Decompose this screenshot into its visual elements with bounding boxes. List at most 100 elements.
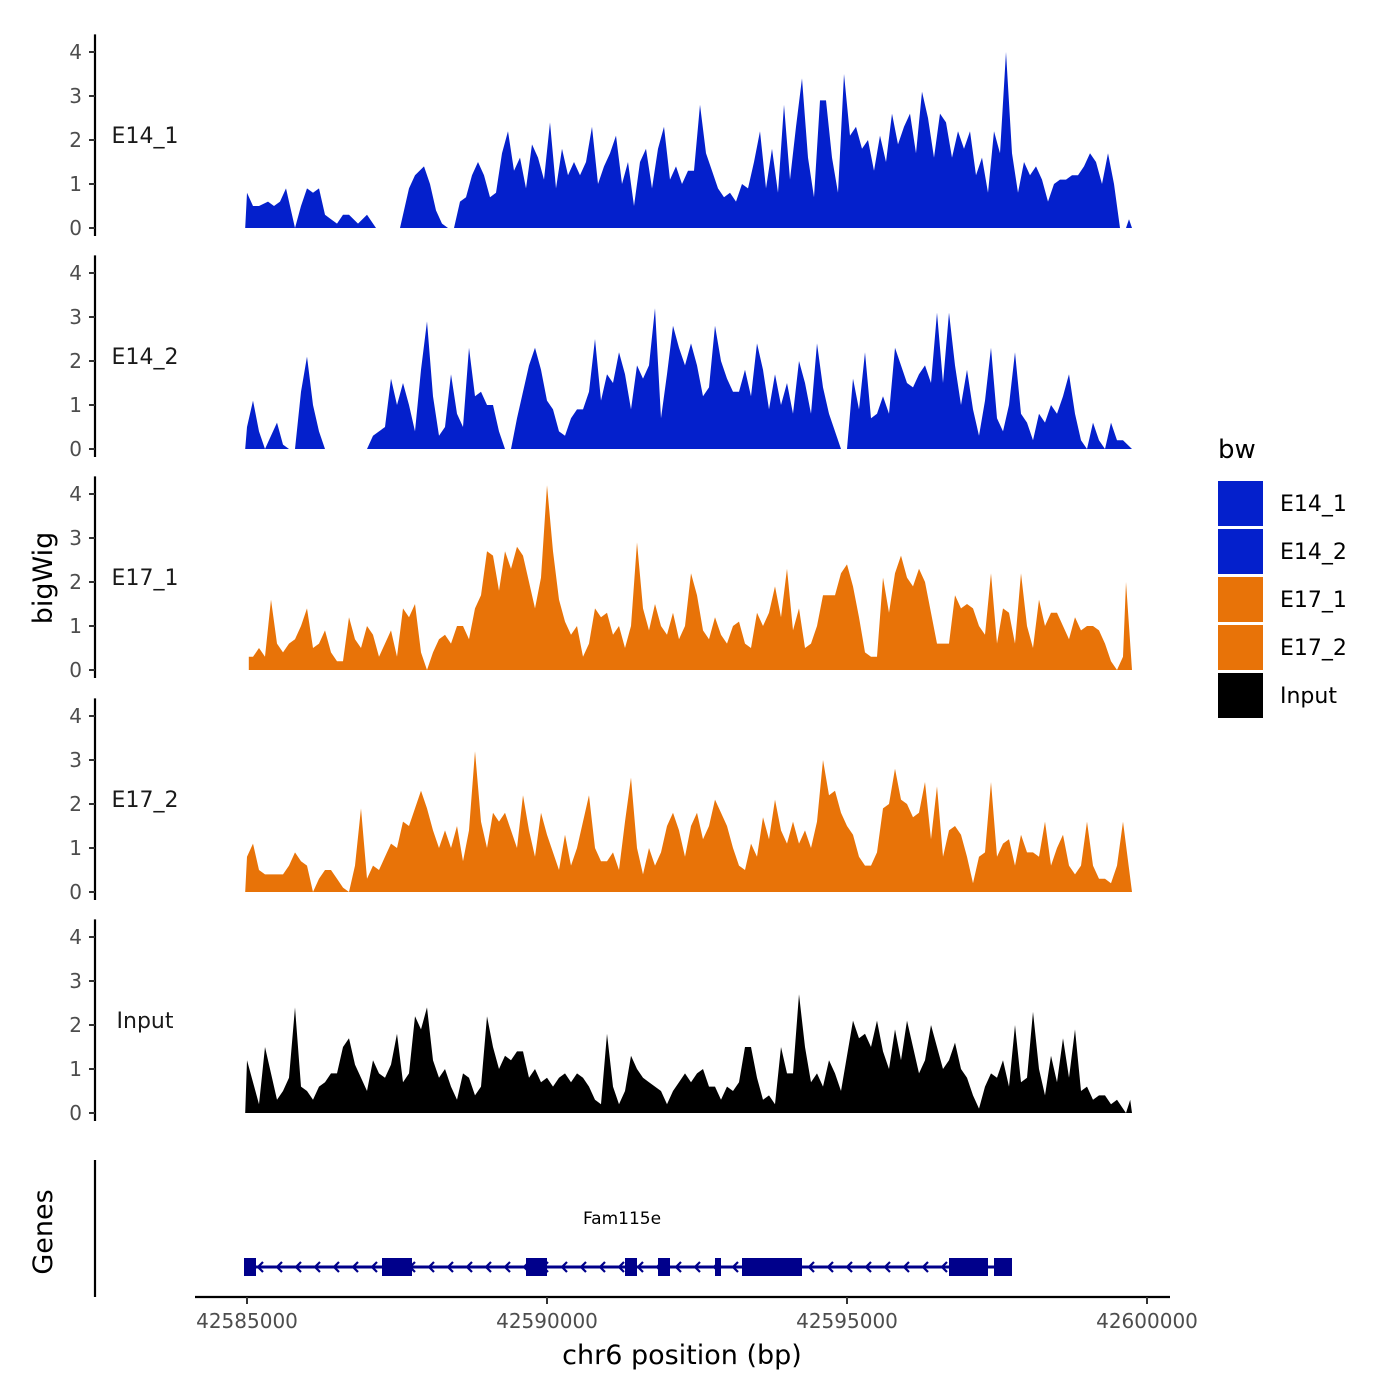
- legend-title: bw: [1218, 435, 1256, 465]
- y-tick-label: 2: [69, 570, 82, 594]
- track-E14_2: 0 1 2 3 4 E14_2: [69, 255, 1132, 461]
- track-E17_2: 0 1 2 3 4 E17_2: [69, 698, 1132, 904]
- gene-exon: [658, 1258, 670, 1276]
- strand-arrow: [294, 1261, 302, 1273]
- y-tick-label: 3: [69, 84, 82, 108]
- strand-arrow: [598, 1261, 606, 1273]
- y-tick-label: 4: [69, 482, 82, 506]
- gene-exon: [244, 1258, 256, 1276]
- legend-label: Input: [1280, 684, 1337, 709]
- strand-arrow: [256, 1261, 264, 1273]
- y-tick-label: 1: [69, 614, 82, 638]
- legend-swatch: [1218, 529, 1263, 574]
- y-tick-label: 3: [69, 305, 82, 329]
- legend-swatch: [1218, 577, 1263, 622]
- track-E17_1: 0 1 2 3 4 E17_1: [69, 476, 1133, 682]
- y-tick-label: 4: [69, 261, 82, 285]
- strand-arrow: [332, 1261, 340, 1273]
- y-axis-title: bigWig: [28, 532, 59, 625]
- legend-swatch: [1218, 673, 1263, 718]
- strand-arrow: [351, 1261, 359, 1273]
- strand-arrow: [807, 1261, 815, 1273]
- strand-arrow: [693, 1261, 701, 1273]
- gene-name-label: Fam115e: [583, 1209, 661, 1229]
- gene-exon: [715, 1258, 721, 1276]
- strand-arrow: [313, 1261, 321, 1273]
- y-tick-label: 0: [69, 880, 82, 904]
- y-tick-label: 2: [69, 1013, 82, 1037]
- coverage-area-E14_1: [245, 52, 1132, 228]
- strand-arrow: [275, 1261, 283, 1273]
- coverage-area-E17_1: [248, 485, 1133, 670]
- strand-arrow: [883, 1261, 891, 1273]
- y-tick-label: 1: [69, 172, 82, 196]
- y-tick-label: 0: [69, 1101, 82, 1125]
- coverage-area-E17_2: [245, 751, 1132, 892]
- gene-exon: [382, 1258, 412, 1276]
- strand-arrow: [579, 1261, 587, 1273]
- strand-arrow: [940, 1261, 948, 1273]
- y-tick-label: 3: [69, 748, 82, 772]
- strand-arrow: [503, 1261, 511, 1273]
- y-tick-label: 4: [69, 925, 82, 949]
- legend: bw E14_1 E14_2 E17_1 E17_2 Input: [1218, 435, 1347, 718]
- legend-swatch: [1218, 625, 1263, 670]
- gene-exon: [526, 1258, 547, 1276]
- y-tick-label: 2: [69, 792, 82, 816]
- strand-arrow: [446, 1261, 454, 1273]
- strand-arrow: [636, 1261, 644, 1273]
- coverage-area-E14_2: [245, 308, 1132, 449]
- gene-exon: [625, 1258, 637, 1276]
- track-label: E17_2: [112, 788, 179, 813]
- genes-track: Fam115e: [93, 1160, 1012, 1297]
- y-tick-label: 2: [69, 349, 82, 373]
- x-tick-label: 42590000: [496, 1309, 598, 1333]
- y-tick-label: 0: [69, 216, 82, 240]
- y-tick-label: 2: [69, 128, 82, 152]
- y-tick-label: 3: [69, 526, 82, 550]
- gene-exon: [742, 1258, 802, 1276]
- y-tick-label: 1: [69, 1057, 82, 1081]
- legend-swatch: [1218, 481, 1263, 526]
- y-tick-label: 4: [69, 704, 82, 728]
- track-Input: 0 1 2 3 4 Input: [69, 919, 1132, 1125]
- coverage-area-Input: [245, 994, 1132, 1113]
- y-tick-label: 4: [69, 40, 82, 64]
- strand-arrow: [864, 1261, 872, 1273]
- track-E14_1: 0 1 2 3 4 E14_1: [69, 34, 1132, 240]
- track-label: E14_2: [112, 345, 179, 370]
- x-tick-label: 42585000: [196, 1309, 298, 1333]
- strand-arrow: [921, 1261, 929, 1273]
- strand-arrow: [674, 1261, 682, 1273]
- x-tick-label: 42600000: [1096, 1309, 1198, 1333]
- legend-label: E14_1: [1280, 492, 1347, 517]
- y-tick-label: 3: [69, 969, 82, 993]
- legend-label: E17_1: [1280, 588, 1347, 613]
- strand-arrow: [465, 1261, 473, 1273]
- legend-label: E14_2: [1280, 540, 1347, 565]
- x-axis: 42585000 42590000 42595000 42600000: [195, 1295, 1198, 1333]
- legend-label: E17_2: [1280, 636, 1347, 661]
- strand-arrow: [427, 1261, 435, 1273]
- strand-arrow: [617, 1261, 625, 1273]
- x-axis-title: chr6 position (bp): [562, 1340, 802, 1371]
- gene-exon: [949, 1258, 988, 1276]
- strand-arrow: [560, 1261, 568, 1273]
- gene-exon: [994, 1258, 1012, 1276]
- genes-track-title: Genes: [28, 1189, 59, 1274]
- x-tick-label: 42595000: [796, 1309, 898, 1333]
- track-label: E14_1: [112, 124, 179, 149]
- strand-arrow: [484, 1261, 492, 1273]
- strand-arrow: [845, 1261, 853, 1273]
- y-tick-label: 0: [69, 437, 82, 461]
- tracks-layer: 0 1 2 3 4 E14_1 0 1 2 3 4 E14_2 0 1 2 3 4 E17_1 0 1 2 3 4 E17_2…: [69, 34, 1133, 1125]
- strand-arrow: [902, 1261, 910, 1273]
- track-label: Input: [117, 1009, 174, 1034]
- strand-arrow: [731, 1261, 739, 1273]
- y-tick-label: 1: [69, 836, 82, 860]
- y-tick-label: 0: [69, 658, 82, 682]
- strand-arrow: [826, 1261, 834, 1273]
- track-label: E17_1: [112, 566, 179, 591]
- y-tick-label: 1: [69, 393, 82, 417]
